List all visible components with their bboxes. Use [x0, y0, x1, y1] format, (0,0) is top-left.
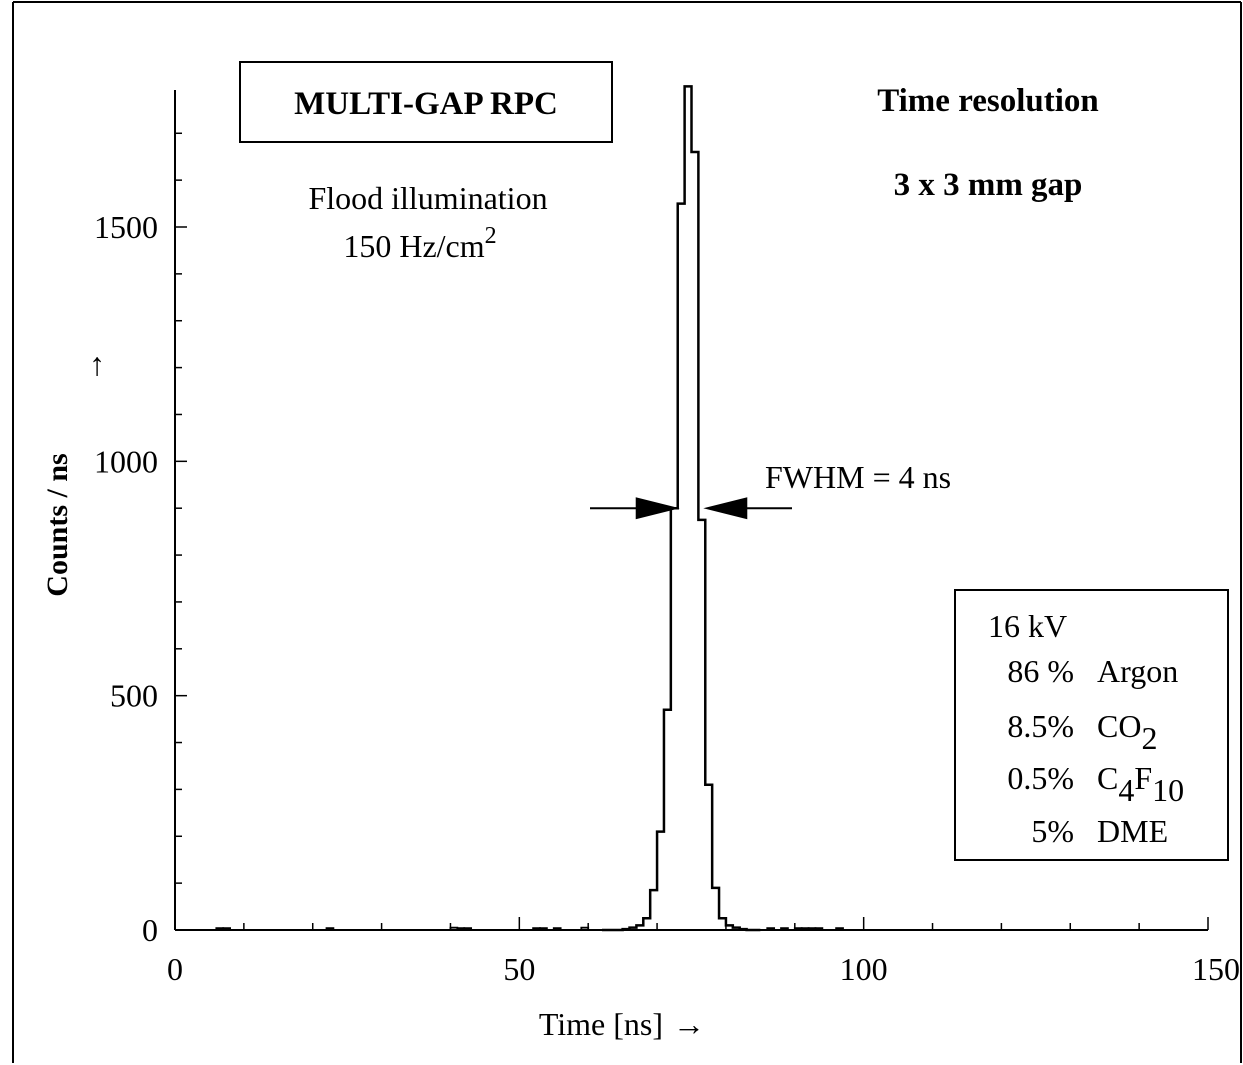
noise-bin — [539, 927, 548, 931]
x-axis-label: Time [ns] — [539, 1006, 663, 1042]
x-tick-label: 100 — [840, 951, 888, 987]
c4f10-sub4: 4 — [1118, 772, 1134, 808]
co2-sub: 2 — [1141, 720, 1157, 756]
noise-bin — [835, 927, 844, 931]
y-tick-label: 1000 — [94, 443, 158, 479]
y-axis-arrow: ↑ — [89, 346, 105, 382]
noise-bin — [449, 926, 459, 931]
gas-pct-co2: 8.5% — [1007, 708, 1074, 744]
gas-pct-dme: 5% — [1031, 813, 1074, 849]
outer-frame — [12, 1, 1242, 1063]
noise-bin — [222, 927, 231, 931]
y-tick-label: 0 — [142, 912, 158, 948]
gas-name-argon: Argon — [1097, 653, 1178, 689]
gas-name-dme: DME — [1097, 813, 1168, 849]
y-tick-label: 1500 — [94, 209, 158, 245]
x-axis-arrow: → — [673, 1006, 705, 1042]
voltage-label: 16 kV — [988, 608, 1067, 644]
c4f10-sub10: 10 — [1152, 772, 1184, 808]
co2-base: CO — [1097, 708, 1141, 744]
x-tick-label: 50 — [503, 951, 535, 987]
y-axis-label: Counts / ns — [41, 453, 74, 596]
x-tick-label: 150 — [1192, 951, 1240, 987]
gap-label: 3 x 3 mm gap — [894, 167, 1083, 203]
title-box — [239, 61, 613, 143]
illumination-sup: 2 — [485, 223, 497, 249]
noise-bin — [814, 927, 824, 931]
x-axis-ticks: 0 50 100 150 — [167, 917, 1240, 987]
gas-pct-c4f10: 0.5% — [1007, 760, 1074, 796]
illumination-line2: 150 Hz/cm2 — [343, 223, 496, 264]
noise-bins — [215, 926, 844, 931]
fwhm-label: FWHM = 4 ns — [765, 459, 951, 495]
fwhm-left-arrow-head — [635, 497, 680, 520]
y-axis-ticks: 0 500 1000 1500 — [94, 132, 187, 948]
histogram-outline — [601, 85, 761, 932]
noise-bin — [552, 927, 562, 931]
y-tick-label: 500 — [110, 678, 158, 714]
noise-bin — [780, 927, 789, 931]
noise-bin — [580, 926, 590, 931]
gas-name-c4f10: C4F10 — [1097, 760, 1184, 808]
conditions-box: 16 kV 86 % Argon 8.5% CO2 0.5% C4F10 5% … — [954, 589, 1229, 861]
noise-bin — [463, 927, 473, 931]
conditions-frame — [954, 589, 1229, 861]
noise-bin — [766, 927, 776, 931]
gas-name-co2: CO2 — [1097, 708, 1157, 756]
c4f10-c: C — [1097, 760, 1118, 796]
gas-pct-argon: 86 % — [1007, 653, 1074, 689]
fwhm-arrows — [590, 497, 792, 520]
chart-title: MULTI-GAP RPC — [294, 86, 558, 122]
x-tick-label: 0 — [167, 951, 183, 987]
time-resolution-title: Time resolution — [877, 83, 1099, 119]
c4f10-f: F — [1134, 760, 1152, 796]
illumination-line1: Flood illumination — [308, 180, 547, 216]
illumination-rate: 150 Hz/cm — [343, 228, 484, 264]
fwhm-right-arrow-head — [703, 497, 748, 520]
noise-bin — [325, 927, 335, 931]
